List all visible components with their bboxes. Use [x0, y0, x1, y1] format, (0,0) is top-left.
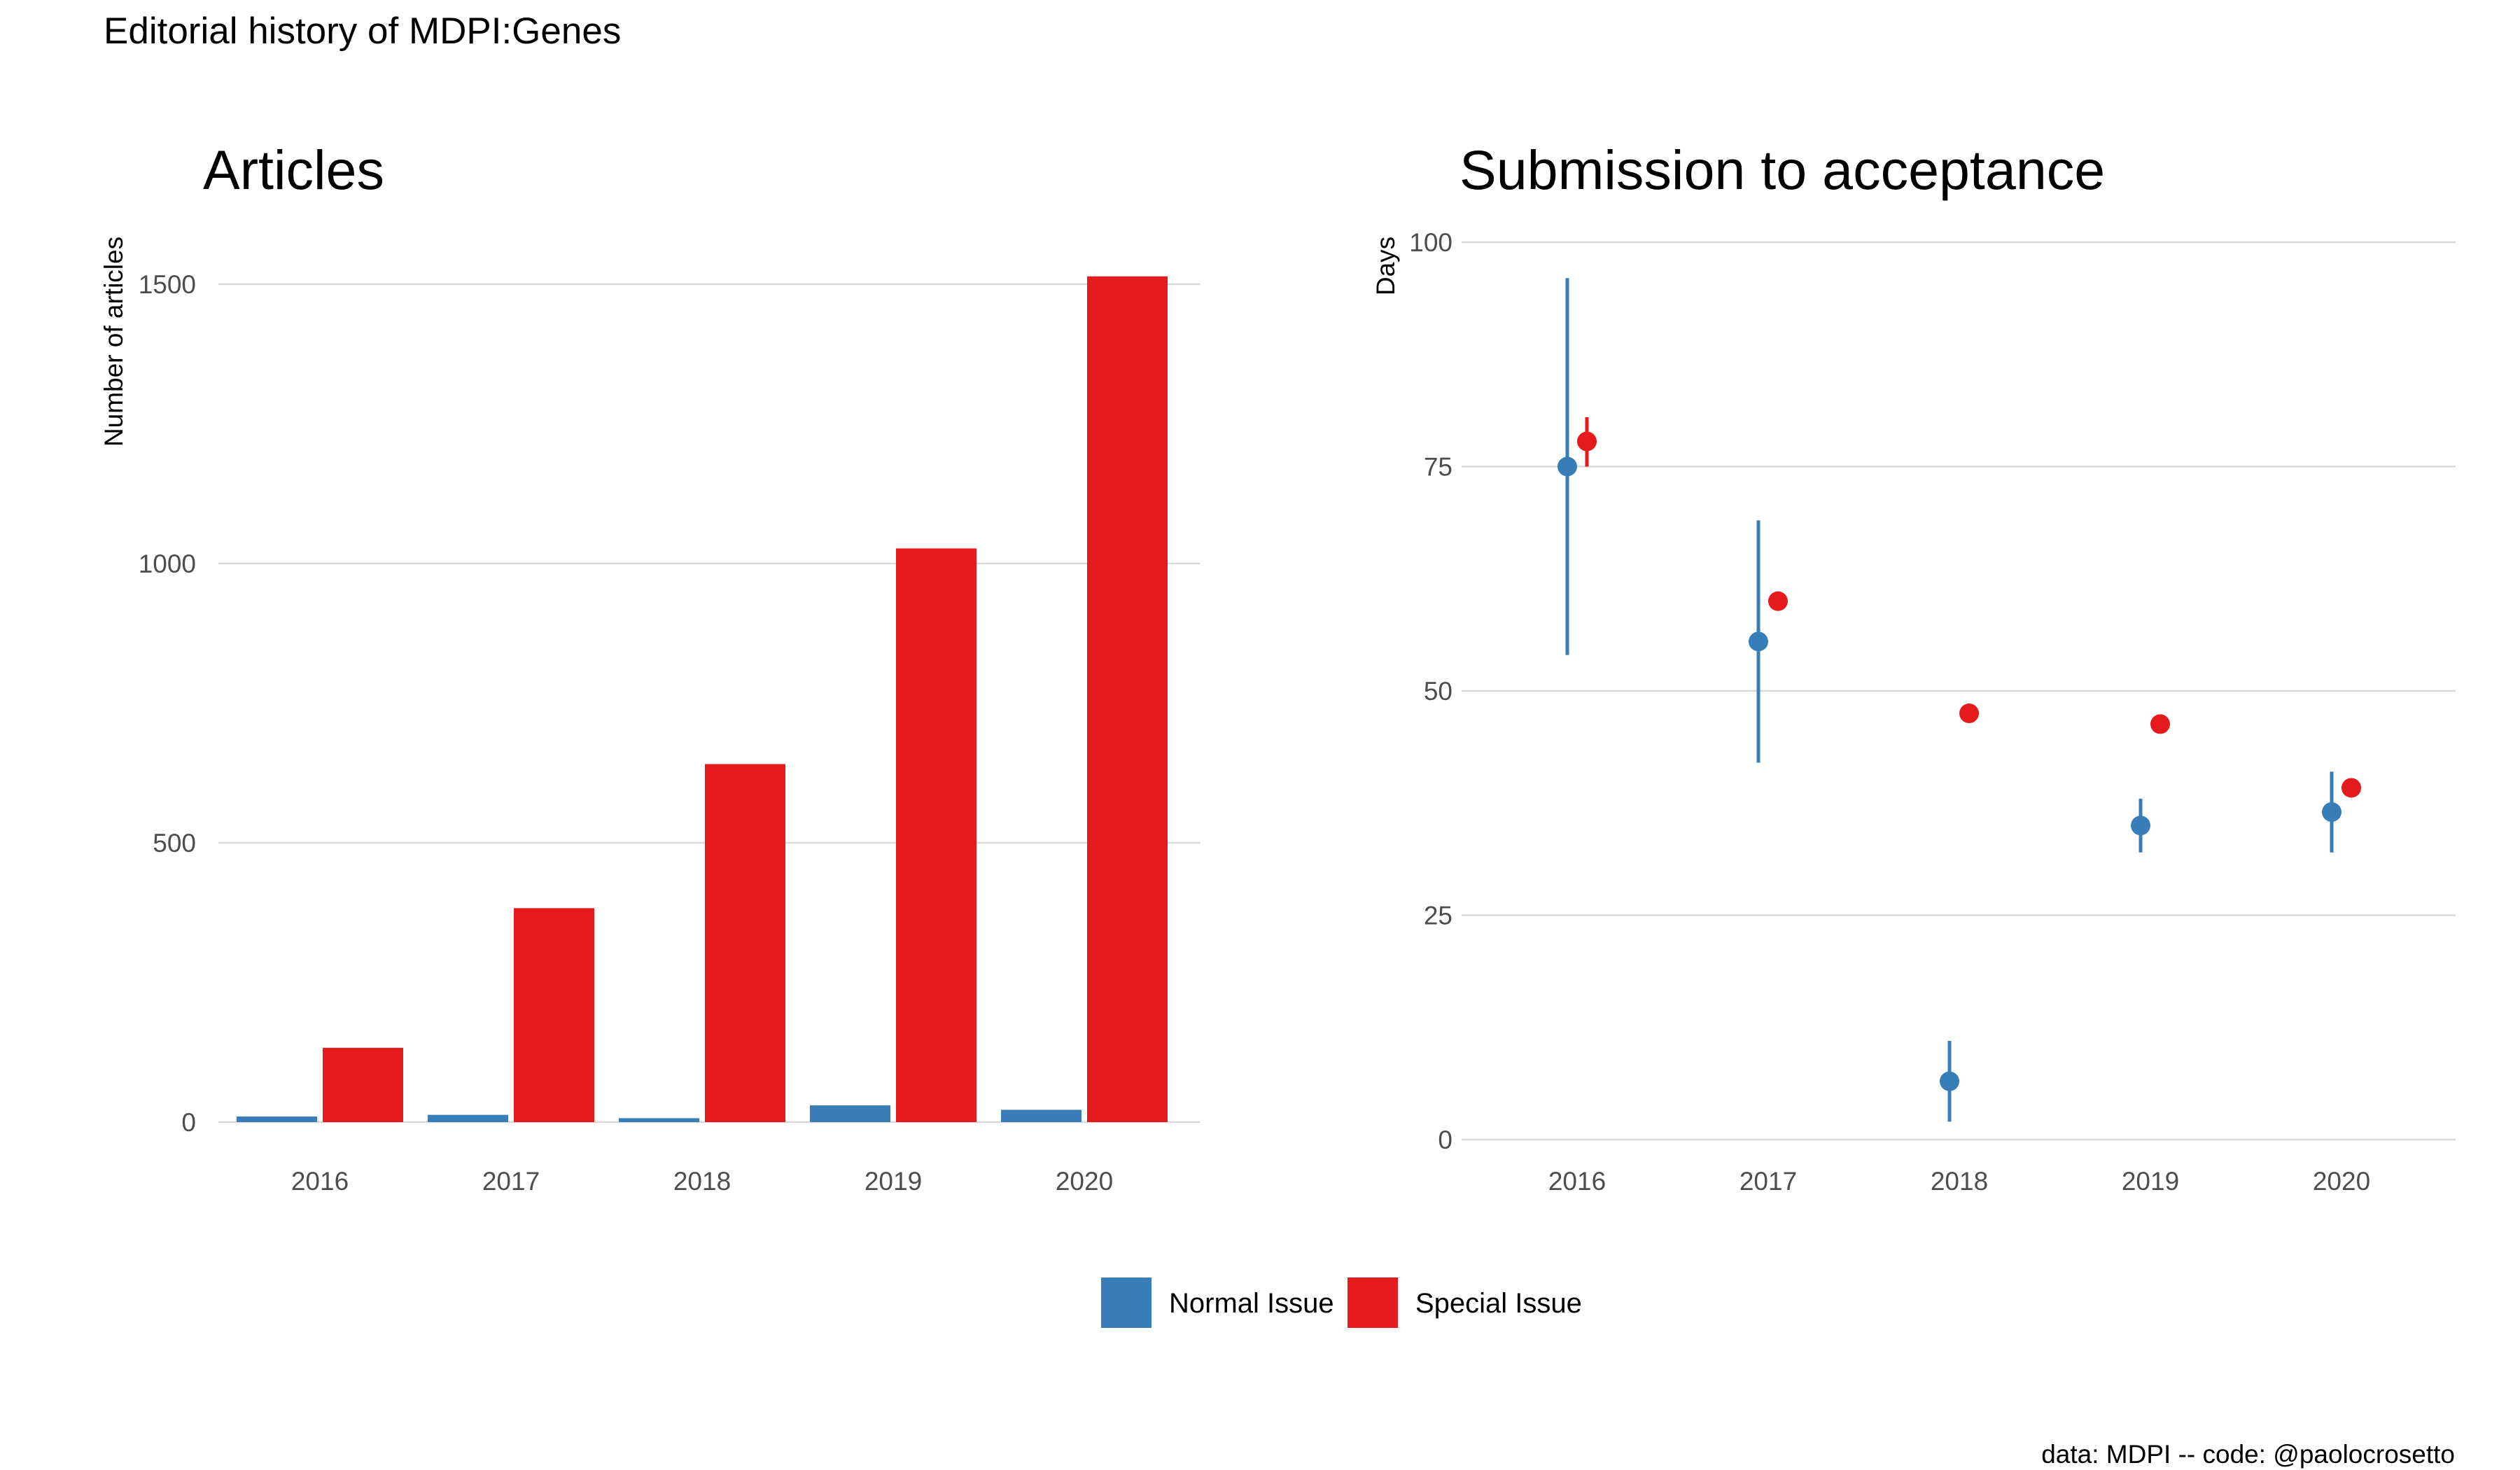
acceptance-y-axis-label: Days	[1371, 237, 1400, 295]
articles-x-ticks: 2016 2017 2018 2019 2020	[291, 1167, 1113, 1196]
acceptance-y-tick-label: 100	[1409, 228, 1452, 257]
acceptance-panel: Submission to acceptance Days 0 25 50 75 100…	[1371, 139, 2456, 1196]
acceptance-gridlines	[1462, 241, 2456, 1141]
figure-title: Editorial history of MDPI:Genes	[104, 10, 621, 52]
acceptance-y-tick-label: 25	[1424, 902, 1452, 930]
articles-x-tick-2016: 2016	[291, 1167, 349, 1196]
legend-key-normal-issue	[1101, 1278, 1152, 1328]
articles-x-tick-2020: 2020	[1056, 1167, 1113, 1196]
point-normal-issue-2019	[2131, 816, 2150, 836]
articles-y-tick-label: 1000	[139, 550, 196, 578]
acceptance-x-tick-2016: 2016	[1548, 1167, 1606, 1196]
articles-x-tick-2017: 2017	[482, 1167, 540, 1196]
legend-label-special-issue: Special Issue	[1415, 1288, 1582, 1319]
acceptance-y-tick-label: 50	[1424, 677, 1452, 706]
bar-normal-issue-2016	[237, 1116, 317, 1122]
point-normal-issue-2016	[1558, 456, 1577, 477]
bar-normal-issue-2017	[428, 1114, 508, 1122]
point-normal-issue-2017	[1749, 631, 1768, 652]
acceptance-x-tick-2020: 2020	[2313, 1167, 2370, 1196]
point-special-issue-2018	[1959, 704, 1979, 724]
articles-y-tick-label: 0	[181, 1108, 196, 1137]
caption: data: MDPI -- code: @paolocrosetto	[2041, 1440, 2455, 1469]
articles-x-tick-2018: 2018	[673, 1167, 731, 1196]
articles-y-ticks: 0 500 1000 1500	[139, 270, 196, 1137]
bar-special-issue-2019	[896, 548, 976, 1122]
point-normal-issue-2018	[1940, 1071, 1959, 1091]
point-special-issue-2017	[1768, 591, 1788, 611]
articles-bars	[237, 276, 1168, 1122]
point-special-issue-2016	[1577, 431, 1597, 451]
legend: Normal Issue Special Issue	[1101, 1278, 1582, 1328]
articles-y-tick-label: 500	[153, 829, 196, 858]
acceptance-x-tick-2018: 2018	[1931, 1167, 1988, 1196]
bar-normal-issue-2018	[619, 1118, 699, 1122]
acceptance-y-tick-label: 75	[1424, 453, 1452, 482]
acceptance-y-tick-label: 0	[1438, 1126, 1452, 1154]
legend-label-normal-issue: Normal Issue	[1169, 1288, 1334, 1319]
acceptance-points	[1558, 278, 2361, 1122]
bar-special-issue-2017	[514, 908, 594, 1122]
point-special-issue-2019	[2150, 714, 2170, 734]
articles-x-tick-2019: 2019	[864, 1167, 922, 1196]
bar-normal-issue-2020	[1001, 1110, 1082, 1122]
acceptance-x-tick-2019: 2019	[2122, 1167, 2179, 1196]
articles-y-tick-label: 1500	[139, 270, 196, 299]
legend-key-special-issue	[1348, 1278, 1398, 1328]
articles-panel: Articles Number of articles 0 500 1000 1500…	[99, 139, 1200, 1196]
bar-special-issue-2020	[1087, 276, 1168, 1122]
bar-normal-issue-2019	[810, 1105, 890, 1122]
acceptance-x-tick-2017: 2017	[1740, 1167, 1797, 1196]
point-special-issue-2020	[2342, 778, 2361, 798]
articles-panel-title: Articles	[203, 139, 384, 201]
articles-y-axis-label: Number of articles	[99, 237, 128, 447]
point-normal-issue-2020	[2322, 802, 2342, 822]
acceptance-x-ticks: 2016 2017 2018 2019 2020	[1548, 1167, 2370, 1196]
bar-special-issue-2016	[323, 1047, 403, 1122]
acceptance-panel-title: Submission to acceptance	[1460, 139, 2105, 201]
acceptance-y-ticks: 0 25 50 75 100	[1409, 228, 1452, 1154]
bar-special-issue-2018	[705, 764, 785, 1122]
